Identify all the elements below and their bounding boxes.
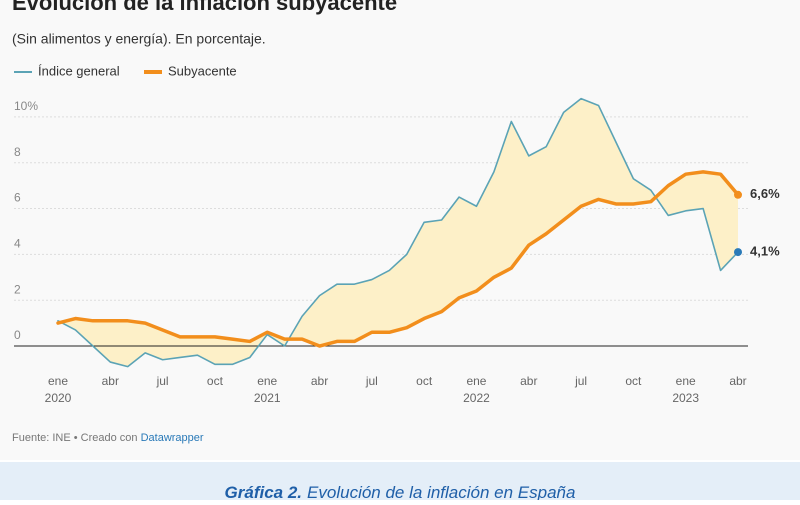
x-year-label: 2021 [254, 391, 281, 405]
legend-label: Subyacente [168, 63, 237, 78]
x-tick-label: abr [102, 374, 119, 388]
x-tick-label: jul [574, 374, 587, 388]
y-tick-label: 10% [14, 99, 38, 113]
chart-subtitle: (Sin alimentos y energía). En porcentaje… [12, 31, 266, 47]
gap-area [58, 98, 738, 367]
end-label: 4,1% [750, 244, 780, 259]
y-tick-label: 0 [14, 328, 21, 342]
x-year-label: 2022 [463, 391, 490, 405]
y-tick-label: 2 [14, 282, 21, 296]
caption-bar [0, 462, 800, 500]
end-dot [734, 190, 742, 199]
x-tick-label: oct [416, 374, 433, 388]
caption-text: Evolución de la inflación en España [307, 483, 575, 500]
x-tick-label: ene [48, 374, 68, 388]
end-dot [734, 248, 742, 257]
chart-background [0, 0, 800, 460]
x-tick-label: ene [257, 374, 277, 388]
caption-label: Gráfica 2. [225, 483, 303, 500]
x-tick-label: ene [676, 374, 696, 388]
x-tick-label: abr [520, 374, 537, 388]
source: Fuente: INE • Creado con Datawrapper [12, 432, 204, 444]
x-year-label: 2023 [672, 391, 699, 405]
x-tick-label: ene [466, 374, 486, 388]
x-tick-label: jul [156, 374, 169, 388]
caption: Gráfica 2. Evolución de la inflación en E… [225, 483, 576, 500]
x-tick-label: abr [729, 374, 746, 388]
y-tick-label: 8 [14, 145, 21, 159]
y-tick-label: 4 [14, 237, 21, 251]
chart-title: Evolución de la inflación subyacente [12, 0, 397, 15]
source-text: Fuente: INE • Creado con [12, 432, 141, 444]
end-label: 6,6% [750, 186, 780, 201]
y-tick-label: 6 [14, 191, 21, 205]
x-year-label: 2020 [45, 391, 72, 405]
x-tick-label: oct [625, 374, 642, 388]
series-line [57, 97, 739, 368]
credit-link[interactable]: Datawrapper [141, 432, 204, 444]
legend-label: Índice general [38, 63, 120, 78]
series-line [56, 170, 740, 348]
x-tick-label: oct [207, 374, 224, 388]
x-tick-label: abr [311, 374, 328, 388]
x-tick-label: jul [365, 374, 378, 388]
